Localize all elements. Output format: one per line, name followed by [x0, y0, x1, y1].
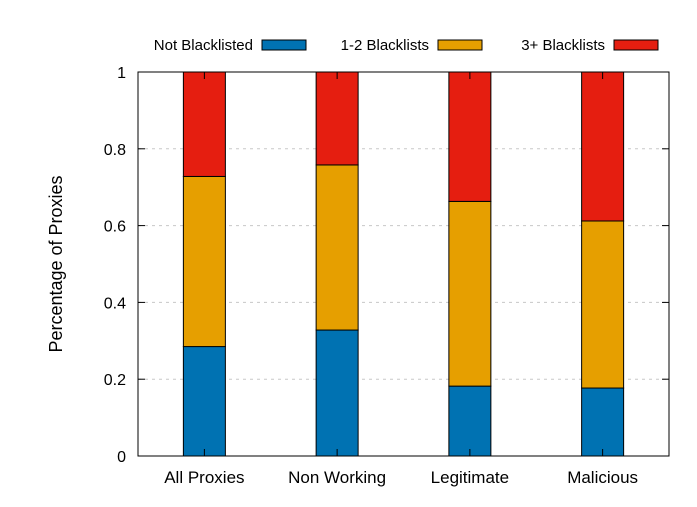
y-tick-label: 0.8: [104, 142, 126, 159]
bar-segment-1-2-blacklists-1: [315, 164, 359, 331]
legend-swatch: [261, 39, 307, 51]
y-tick-label: 0.6: [104, 219, 126, 236]
legend-swatch: [613, 39, 659, 51]
legend-label: 1-2 Blacklists: [341, 37, 429, 54]
x-axis-ticks: All Proxies Non Working Legitimate Maliciou…: [164, 72, 638, 487]
legend-label: Not Blacklisted: [154, 37, 253, 54]
x-tick-label: All Proxies: [164, 468, 244, 487]
bar-segment-not-blacklisted-1: [315, 329, 359, 457]
bar-segment-not-blacklisted-0: [182, 346, 226, 457]
bar-segment-3-blacklists-2: [448, 71, 492, 202]
bar-segment-1-2-blacklists-3: [581, 220, 625, 389]
bar-segment-3-blacklists-0: [182, 71, 226, 177]
y-tick-label: 0: [117, 449, 126, 466]
y-tick-label: 0.2: [104, 372, 126, 389]
bar-segment-1-2-blacklists-2: [448, 200, 492, 387]
bar-segment-1-2-blacklists-0: [182, 175, 226, 348]
bar-stacks: [182, 71, 625, 457]
y-tick-label: 0.4: [104, 295, 126, 312]
bar-segment-3-blacklists-1: [315, 71, 359, 166]
y-tick-label: 1: [117, 65, 126, 82]
bar-segment-3-blacklists-3: [581, 71, 625, 222]
bar-segment-not-blacklisted-2: [448, 385, 492, 457]
bar-segment-not-blacklisted-3: [581, 387, 625, 457]
legend-swatch: [437, 39, 483, 51]
gridlines: [138, 148, 669, 380]
x-tick-label: Malicious: [567, 468, 638, 487]
legend-label: 3+ Blacklists: [521, 37, 605, 54]
y-axis-label: Percentage of Proxies: [46, 175, 66, 352]
y-axis-ticks: 0 0.2 0.4 0.6 0.8 1: [104, 65, 669, 466]
x-tick-label: Legitimate: [431, 468, 509, 487]
legend: Not Blacklisted 1-2 Blacklists 3+ Blacklis…: [154, 37, 659, 54]
plot-frame: [137, 71, 670, 457]
x-tick-label: Non Working: [288, 468, 386, 487]
